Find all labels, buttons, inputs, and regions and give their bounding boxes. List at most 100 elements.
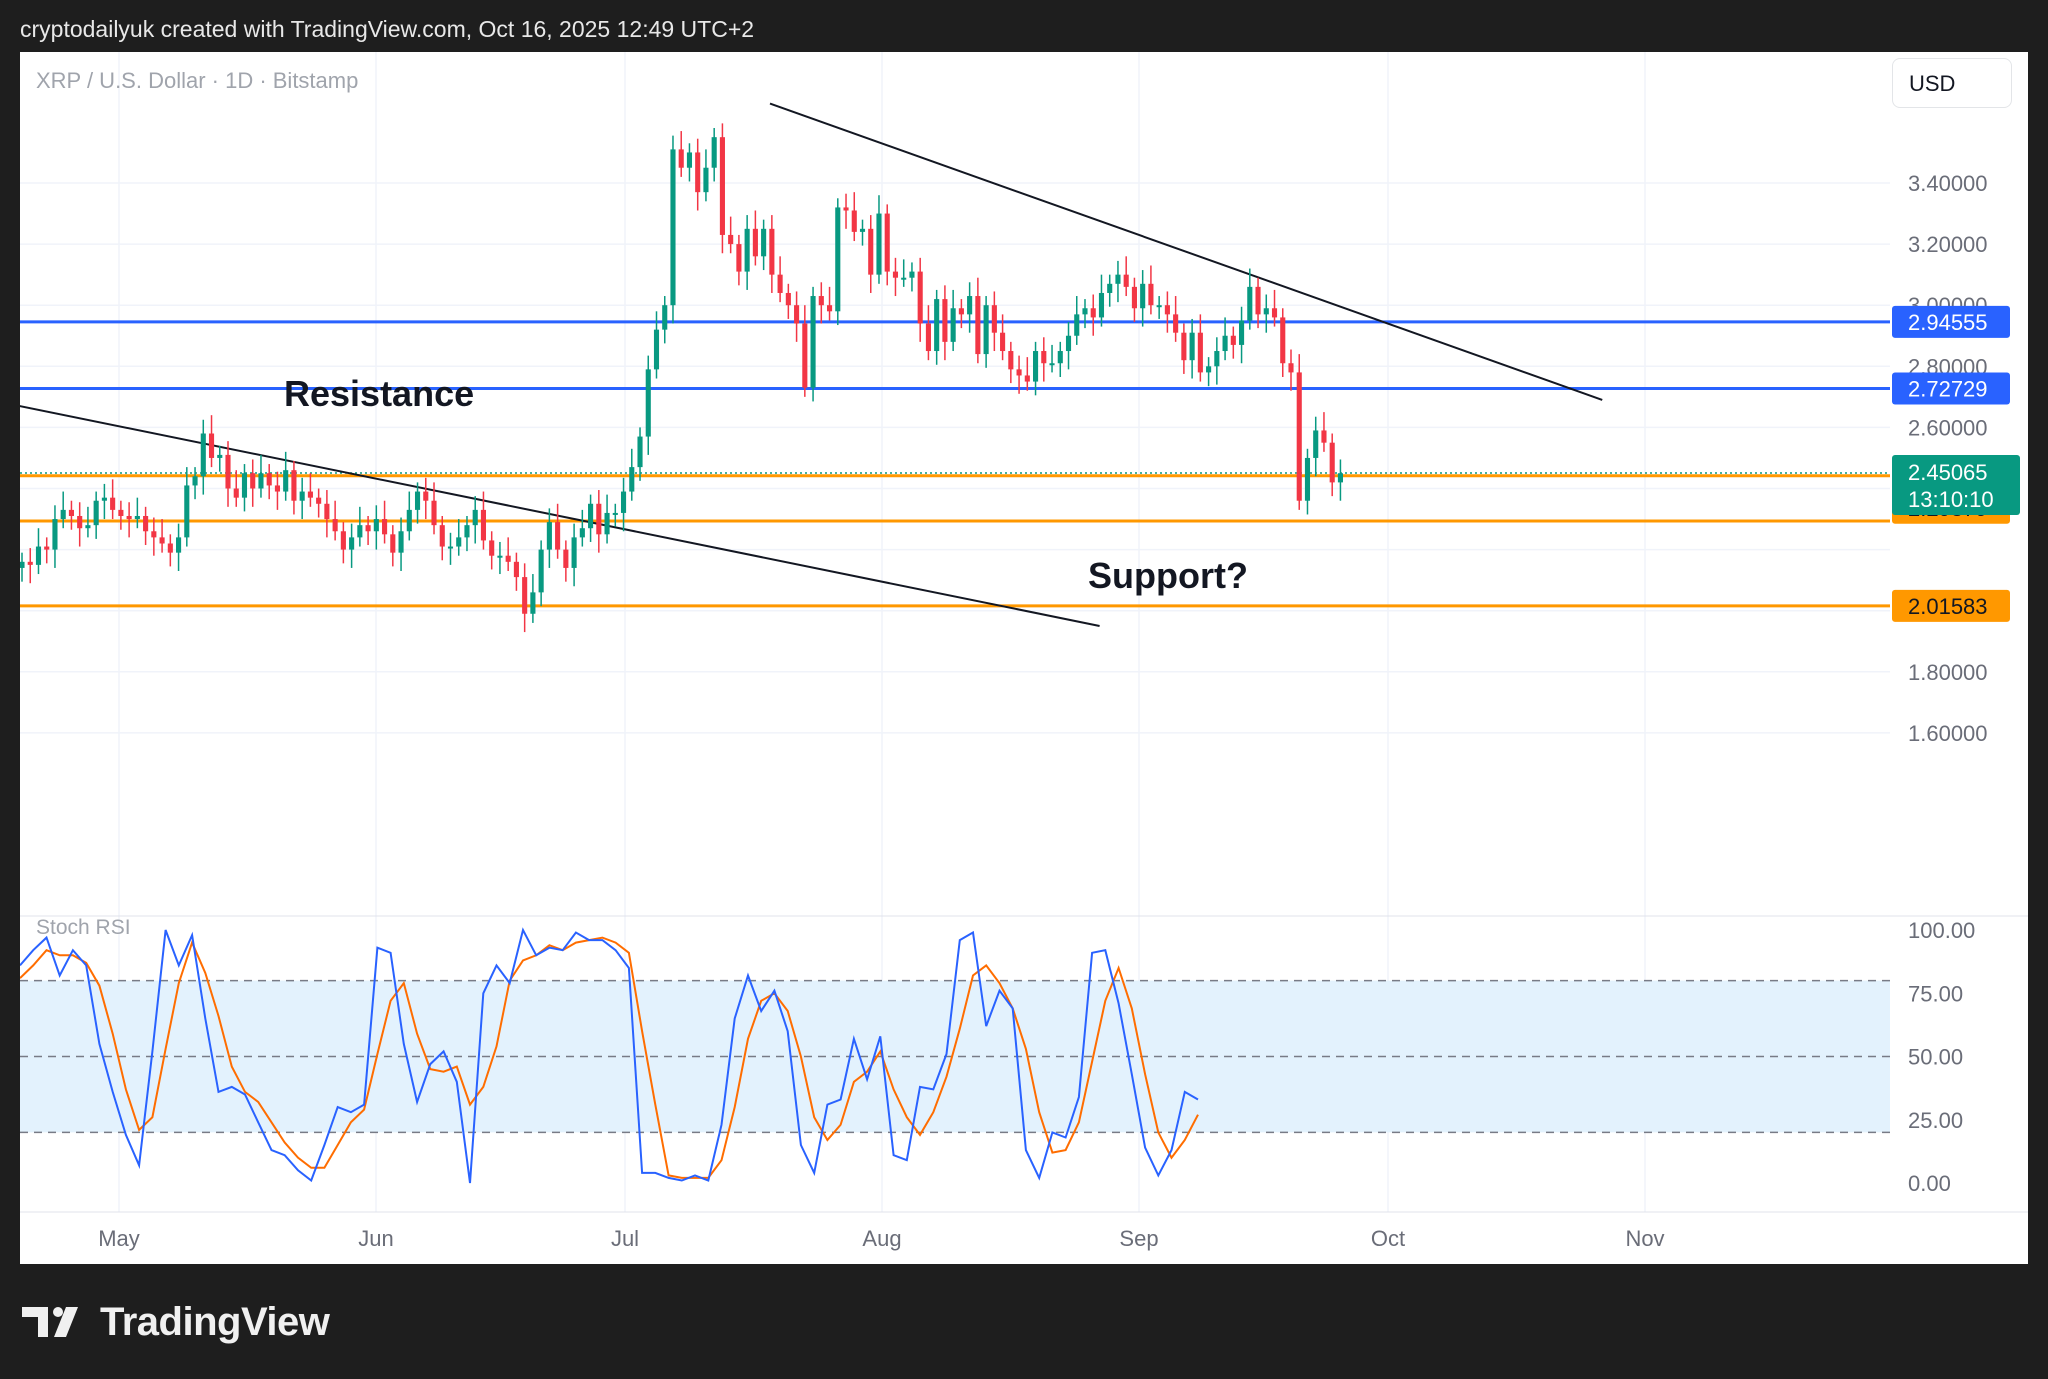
symbol-info: XRP / U.S. Dollar · 1D · Bitstamp <box>36 68 359 93</box>
candle-down <box>439 525 445 547</box>
candle-down <box>159 537 165 544</box>
candle-up <box>217 454 223 458</box>
candle-down <box>44 546 50 550</box>
candle-down <box>777 274 783 293</box>
candle-up <box>604 512 610 535</box>
candle-down <box>77 515 83 529</box>
candle-up <box>645 369 651 437</box>
candle-down <box>1131 286 1137 309</box>
candle-up <box>258 473 264 489</box>
candle-down <box>1321 430 1327 443</box>
candle-up <box>1057 351 1063 364</box>
candle-down <box>1271 308 1278 318</box>
month-tick-label: May <box>98 1226 140 1251</box>
candle-down <box>1016 369 1022 376</box>
candle-down <box>752 228 758 257</box>
candle-down <box>151 531 157 538</box>
candle-up <box>472 509 478 526</box>
candle-down <box>1164 305 1170 315</box>
candle-up <box>1156 305 1162 308</box>
candle-down <box>1024 375 1030 382</box>
candle-down <box>794 305 800 324</box>
candle-up <box>1032 351 1039 382</box>
candle-up <box>176 537 182 553</box>
candle-up <box>101 497 107 501</box>
candle-up <box>1098 292 1105 318</box>
candle-down <box>126 515 132 520</box>
candle-up <box>373 519 379 532</box>
candle-down <box>1148 283 1154 306</box>
candle-down <box>1000 332 1006 352</box>
candle-down <box>728 234 734 245</box>
candle-down <box>324 503 330 520</box>
candle-up <box>571 537 577 568</box>
support-price-badge <box>1892 589 2010 622</box>
month-tick-label: Oct <box>1371 1226 1405 1251</box>
candle-up <box>612 512 618 515</box>
candle-down <box>975 296 981 355</box>
chart-caption: cryptodailyuk created with TradingView.c… <box>20 16 755 42</box>
candle-down <box>423 491 429 501</box>
currency-button[interactable]: USD <box>1892 58 2012 108</box>
candle-up <box>1313 430 1319 458</box>
candle-up <box>859 228 866 232</box>
candle-up <box>1189 332 1195 361</box>
last-price-value: 2.45065 <box>1908 460 1988 485</box>
candle-down <box>167 543 173 553</box>
candle-down <box>513 561 519 578</box>
chart-frame: Resistance Support? 3.40000 3.20000 3.00000 2… <box>20 52 2028 1264</box>
bar-countdown: 13:10:10 <box>1908 487 1994 512</box>
candle-up <box>1049 363 1055 366</box>
stoch-tick-label: 75.00 <box>1908 981 1963 1006</box>
candle-down <box>307 491 313 498</box>
candle-down <box>785 292 791 306</box>
month-tick-label: Sep <box>1119 1226 1158 1251</box>
candle-down <box>316 497 322 504</box>
candle-down <box>1288 363 1294 373</box>
price-axis: 3.400003.200003.000002.800002.600001.800… <box>1892 171 2020 1196</box>
price-tick-label: 1.60000 <box>1908 721 1988 746</box>
candle-up <box>876 213 882 275</box>
candle-down <box>1230 335 1236 345</box>
candle-down <box>110 497 116 510</box>
stoch-tick-label: 100.00 <box>1908 918 1975 943</box>
candle-up <box>52 519 58 550</box>
candle-up <box>546 522 552 550</box>
candle-down <box>225 454 231 489</box>
candle-down <box>340 531 346 550</box>
candle-down <box>118 509 124 516</box>
candle-up <box>629 467 635 492</box>
candle-down <box>555 522 561 550</box>
candle-down <box>1008 351 1014 370</box>
candle-down <box>1329 442 1335 483</box>
candle-up <box>579 528 585 538</box>
candle-up <box>456 537 462 547</box>
candle-up <box>134 515 140 520</box>
candle-up <box>1206 366 1212 373</box>
price-tick-label: 3.20000 <box>1908 232 1988 257</box>
candle-down <box>678 149 684 168</box>
candle-down <box>233 488 239 498</box>
candle-up <box>299 491 305 501</box>
candle-up <box>761 228 767 257</box>
candle-down <box>563 549 569 568</box>
candle-down <box>522 577 528 614</box>
price-chart[interactable]: ResistanceSupport?3.400003.200003.000002… <box>20 52 2028 1264</box>
candle-down <box>68 509 74 516</box>
candle-up <box>464 525 470 538</box>
candle-down <box>274 485 281 492</box>
stoch-tick-label: 25.00 <box>1908 1108 1963 1133</box>
candle-up <box>447 546 454 549</box>
candle-down <box>1090 308 1096 318</box>
candle-down <box>884 213 890 272</box>
candle-up <box>283 470 289 492</box>
candle-down <box>1296 372 1302 501</box>
candle-up <box>60 509 66 520</box>
stoch-rsi-label: Stoch RSI <box>36 916 131 939</box>
support-annotation: Support? <box>1088 555 1248 596</box>
candle-up <box>1304 457 1311 501</box>
candle-down <box>843 207 849 211</box>
brand-name: TradingView <box>100 1299 330 1344</box>
candle-down <box>925 323 931 352</box>
candle-up <box>703 167 709 193</box>
